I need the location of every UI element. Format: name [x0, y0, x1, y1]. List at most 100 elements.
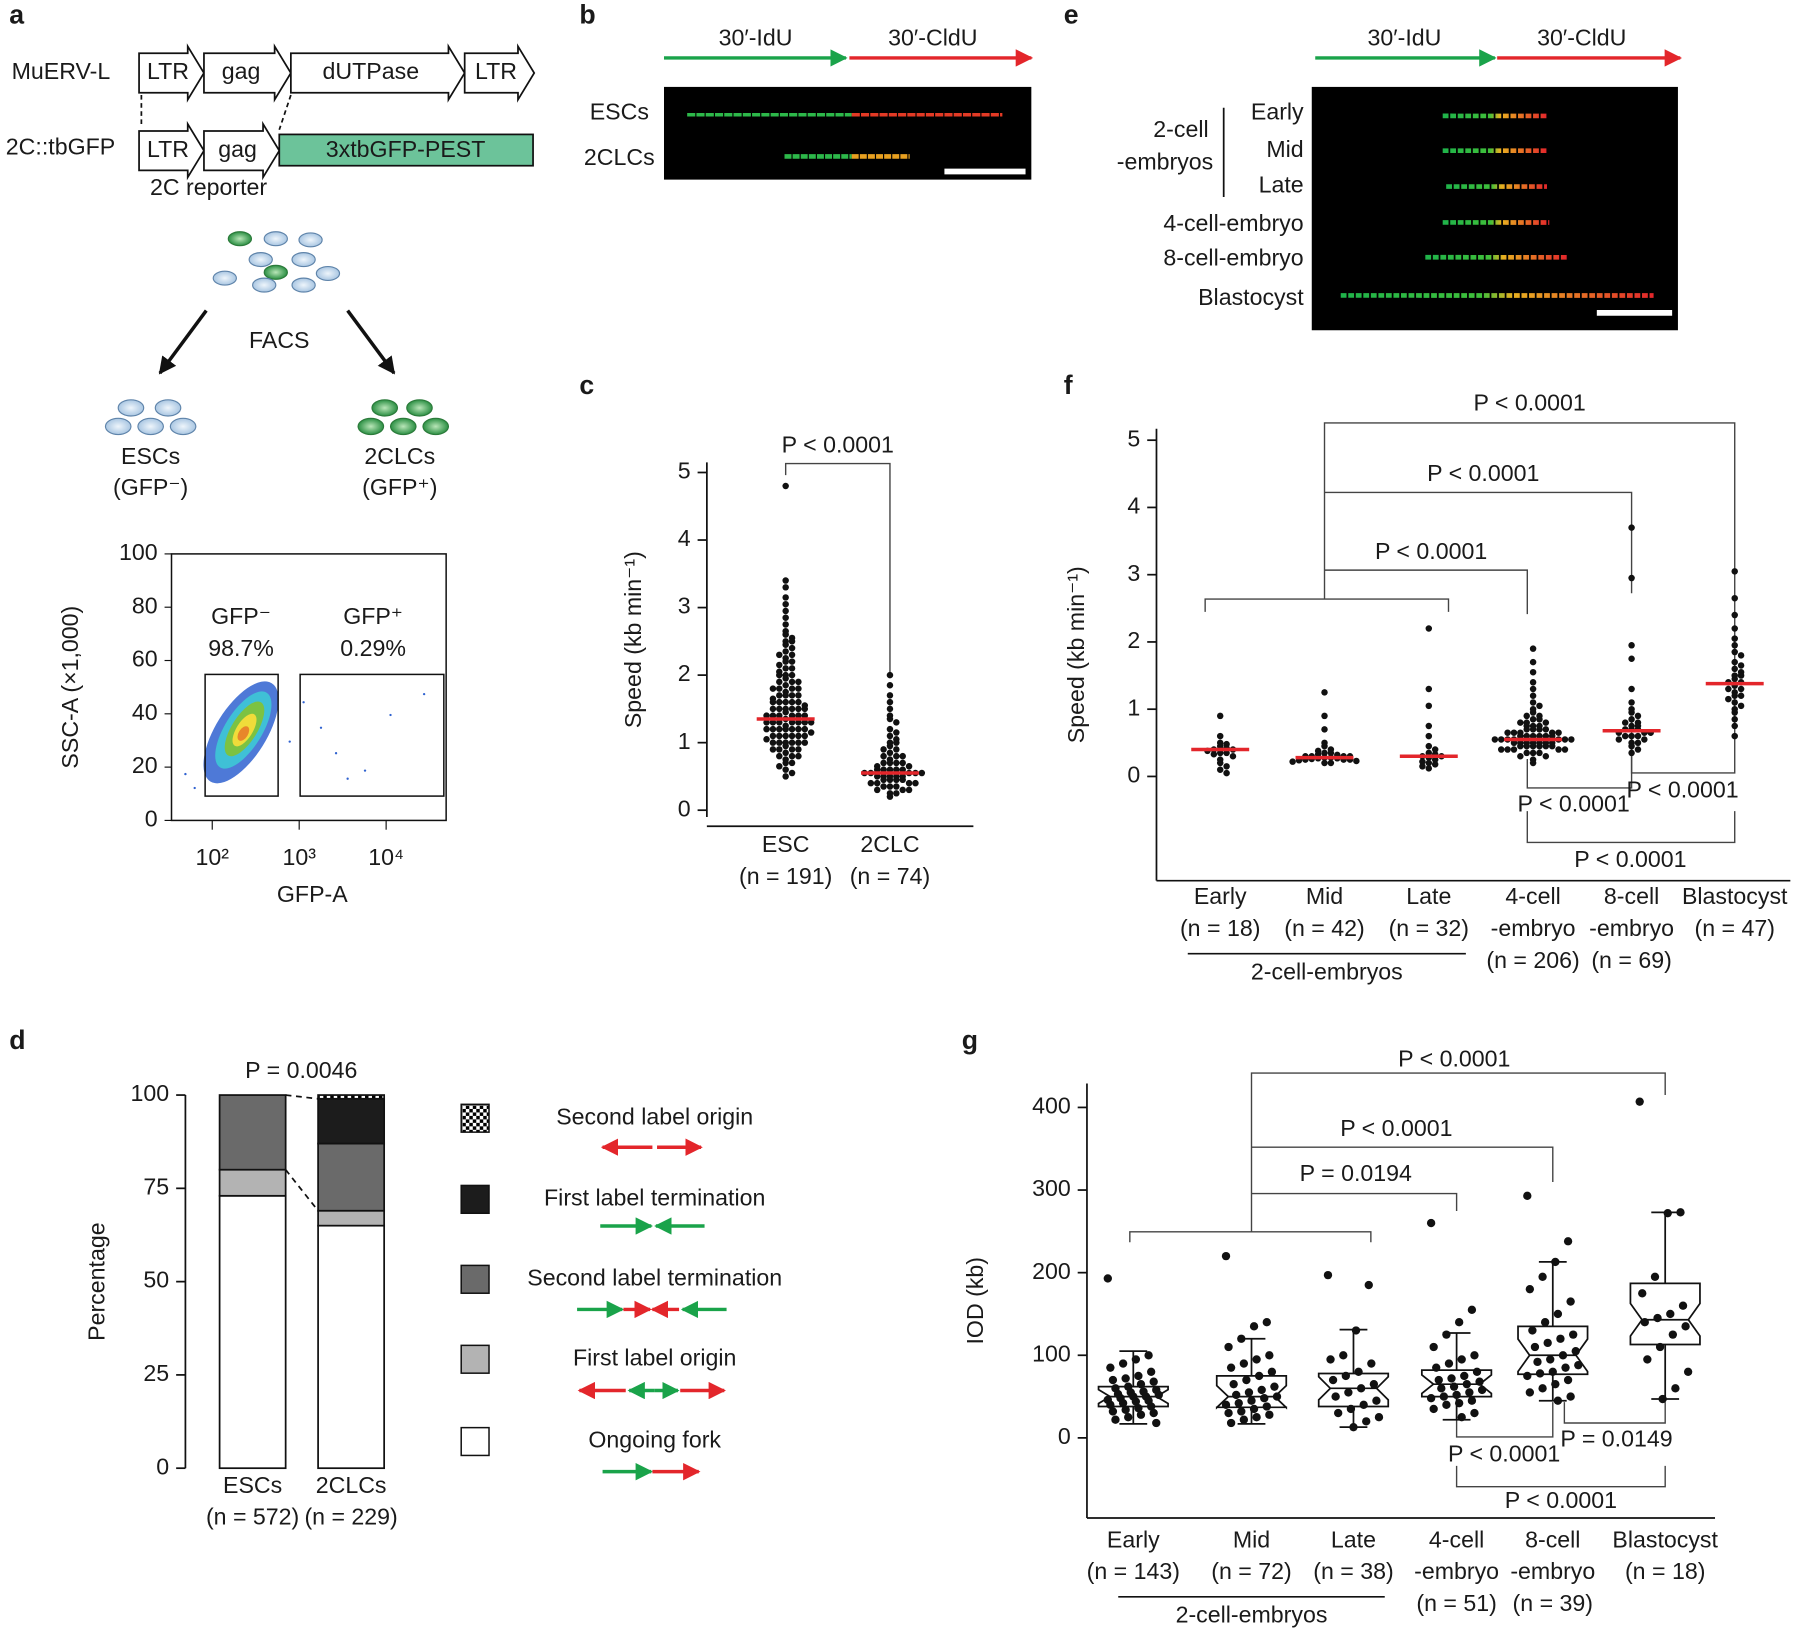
data-point: [1121, 1374, 1130, 1383]
data-point: [886, 742, 894, 750]
legend-label: First label origin: [573, 1344, 736, 1370]
data-point: [893, 719, 900, 726]
data-point: [886, 715, 894, 723]
element: [203, 120, 281, 181]
data-point: [880, 746, 887, 753]
data-point: [1551, 1380, 1560, 1389]
row-label: Mid: [1266, 136, 1303, 162]
data-point: [1249, 1404, 1259, 1414]
annotation: P < 0.0001: [1448, 1441, 1560, 1467]
panel-label: g: [962, 1025, 978, 1055]
data-point: [795, 712, 802, 719]
data-point: [1628, 699, 1635, 706]
y-tick-label: 2: [1127, 627, 1140, 653]
data-point: [1628, 716, 1635, 723]
event: [184, 772, 187, 776]
data-point: [867, 779, 875, 787]
legend-swatch: [460, 1184, 490, 1215]
annotation: P < 0.0001: [1505, 1487, 1617, 1513]
data-point: [788, 752, 796, 760]
data-point: [776, 698, 783, 706]
data-point: [1321, 749, 1328, 757]
data-point: [886, 732, 894, 740]
data-point: [1321, 742, 1328, 750]
data-point: [801, 719, 809, 726]
data-point: [1465, 1388, 1474, 1397]
data-point: [1504, 729, 1511, 736]
plot-frame: [170, 553, 447, 822]
data-point: [1356, 1384, 1366, 1393]
group-label: 2-cell-embryos: [1251, 959, 1403, 985]
data-point: [1224, 1408, 1233, 1418]
data-point: [1470, 1408, 1479, 1418]
bar-segment: [317, 1094, 386, 1100]
data-point: [1239, 1415, 1249, 1424]
data-point: [1731, 648, 1738, 656]
y-tick-label: 3: [1127, 560, 1140, 586]
data-point: [1146, 1367, 1156, 1376]
data-point: [1374, 1413, 1384, 1422]
data-point: [893, 783, 900, 790]
gate-name: GFP⁺: [343, 603, 403, 629]
label: 30′-CldU: [888, 25, 977, 51]
data-point: [1154, 1390, 1163, 1400]
data-point: [1224, 1342, 1233, 1352]
data-point: [893, 746, 900, 753]
data-point: [782, 749, 789, 757]
box: [1629, 1282, 1701, 1346]
data-point: [1635, 1097, 1644, 1106]
data-point: [1640, 1318, 1649, 1327]
data-point: [1477, 1385, 1487, 1395]
data-point: [1529, 645, 1537, 652]
event: [422, 692, 426, 696]
data-point: [1517, 753, 1524, 760]
bracket: [1251, 1146, 1554, 1182]
data-point: [1523, 1371, 1532, 1381]
x-tick-label: 10²: [196, 844, 230, 870]
data-point: [795, 732, 802, 740]
data-point: [1561, 736, 1569, 743]
data-point: [1223, 749, 1230, 757]
row-label: 4-cell-embryo: [1163, 210, 1303, 236]
data-point: [1223, 763, 1230, 770]
data-point: [886, 749, 894, 757]
bar-segment: [218, 1194, 287, 1470]
data-point: [1731, 568, 1738, 575]
y-tick-label: 3: [678, 593, 691, 619]
data-point: [1569, 1330, 1578, 1339]
data-point: [776, 725, 783, 733]
data-point: [795, 685, 802, 692]
data-point: [1542, 742, 1550, 750]
data-point: [1351, 1326, 1361, 1335]
data-point: [1523, 712, 1530, 720]
data-point: [1234, 1399, 1243, 1408]
data-point: [1216, 742, 1224, 750]
data-point: [912, 779, 919, 787]
data-point: [1216, 759, 1224, 767]
data-point: [886, 766, 894, 773]
data-point: [769, 698, 777, 706]
x-tick-label: Mid: [1306, 883, 1343, 909]
data-point: [1731, 675, 1738, 683]
data-point: [886, 793, 894, 800]
fibers: [1340, 113, 1654, 298]
cell: [263, 231, 288, 247]
data-point: [1327, 759, 1335, 767]
data-point: [1542, 726, 1550, 733]
data-point: [1136, 1410, 1146, 1419]
x-tick-sublabel: (n = 18): [1625, 1558, 1705, 1584]
data-point: [769, 725, 777, 733]
data-point: [1731, 699, 1738, 706]
x-tick-label: Late: [1406, 883, 1451, 909]
y-tick-label: 0: [156, 1453, 169, 1479]
data-point: [1497, 736, 1505, 743]
data-point: [1216, 749, 1224, 757]
data-point: [1237, 1334, 1246, 1343]
data-point: [776, 763, 783, 770]
event: [389, 713, 392, 717]
element-label: LTR: [147, 136, 189, 162]
arrow: [346, 309, 396, 375]
data-point: [782, 658, 789, 665]
annotation: P = 0.0046: [245, 1057, 357, 1083]
data-point: [788, 658, 796, 665]
